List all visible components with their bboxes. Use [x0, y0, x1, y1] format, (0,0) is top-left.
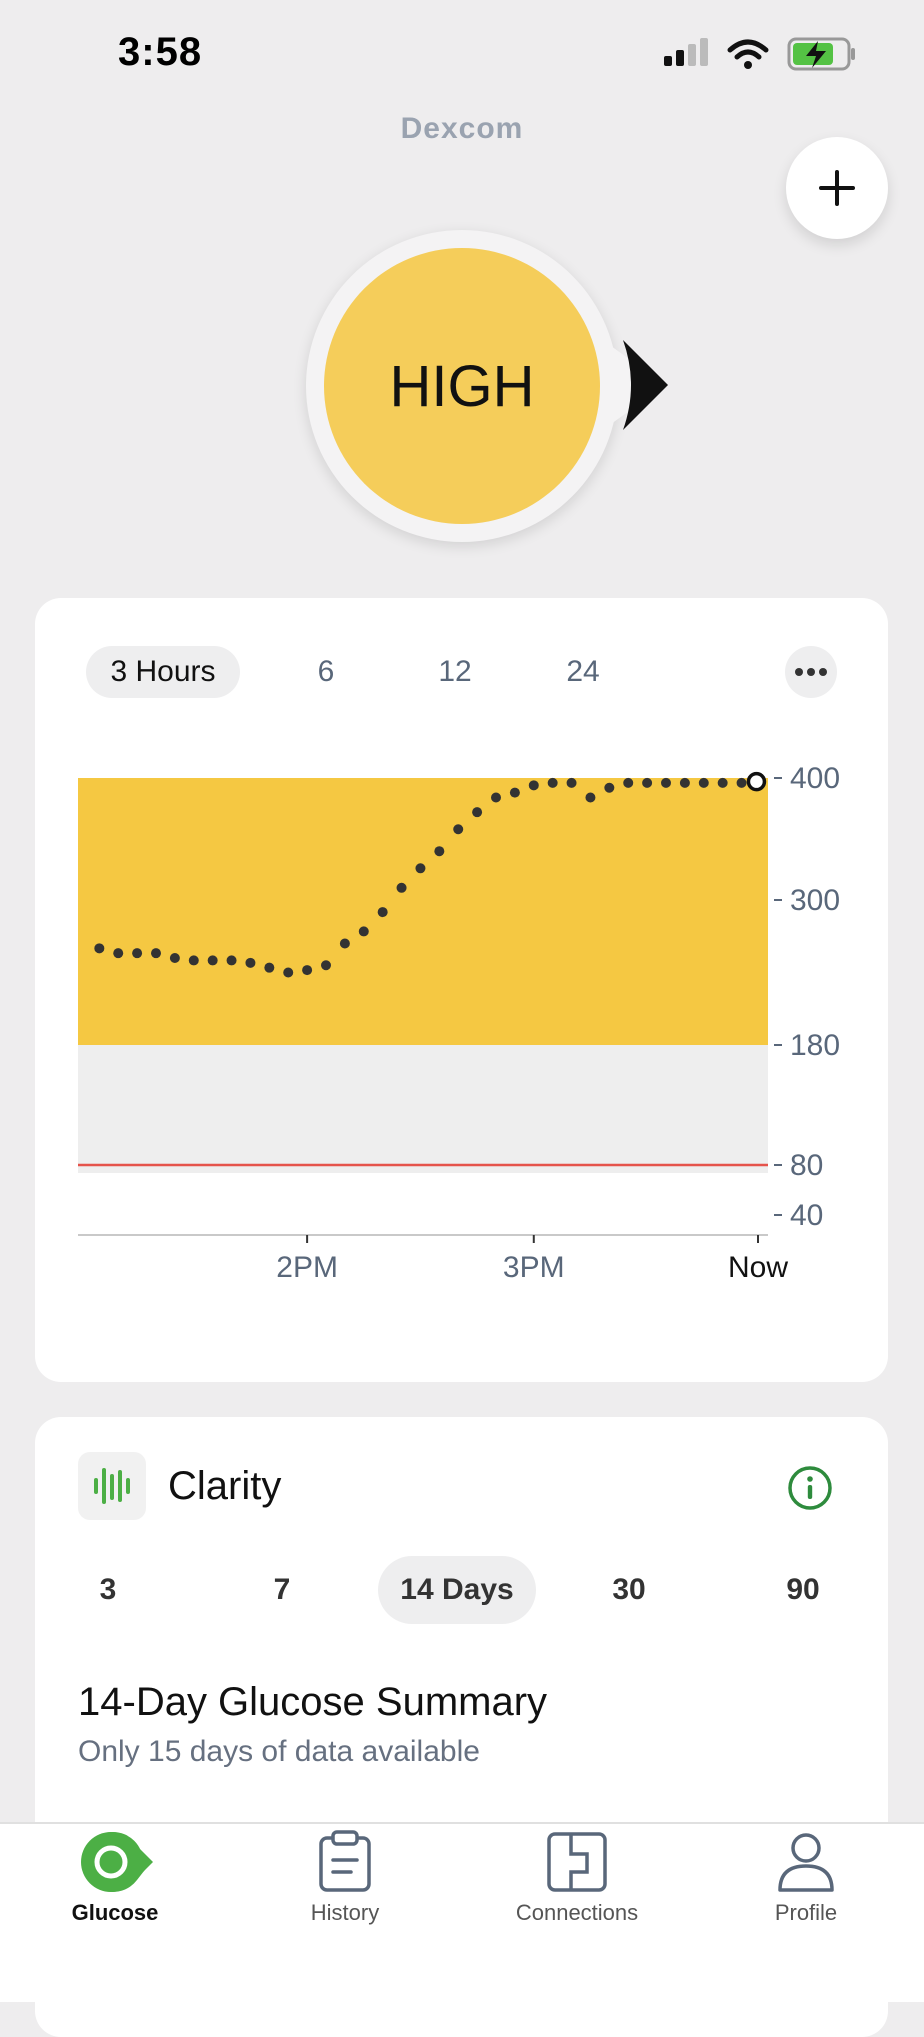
dexcom-logo: Dexcom: [400, 112, 524, 145]
status-icons: [664, 37, 855, 71]
glucose-point: [226, 955, 237, 966]
glucose-point: [321, 960, 331, 971]
nav-history-label: History: [310, 1900, 380, 1925]
info-icon[interactable]: [787, 1465, 833, 1511]
y-tick-label: 400: [790, 762, 840, 795]
ellipsis-icon: [795, 668, 827, 676]
x-tick-label: 3PM: [503, 1251, 565, 1284]
glucose-point: [377, 907, 388, 918]
summary-title: 14-Day Glucose Summary: [78, 1680, 548, 1724]
glucose-point: [396, 882, 407, 893]
target-range-band: [78, 1045, 768, 1173]
glucose-point: [547, 777, 558, 788]
current-glucose-point: [746, 771, 767, 792]
nav-profile[interactable]: Profile: [706, 1830, 906, 1926]
glucose-point: [736, 777, 747, 788]
glucose-reading: HIGH: [389, 353, 535, 419]
glucose-point: [717, 777, 728, 788]
connections-icon: [547, 1832, 607, 1892]
glucose-circle: HIGH: [324, 248, 600, 524]
more-options-button[interactable]: [785, 646, 837, 698]
glucose-point: [151, 948, 161, 959]
glucose-point: [434, 846, 445, 857]
glucose-point: [339, 938, 350, 949]
y-tick-label: 180: [790, 1029, 840, 1062]
day-tab-3[interactable]: 3: [99, 1573, 117, 1606]
glucose-point: [472, 807, 483, 818]
nav-glucose-label: Glucose: [71, 1900, 159, 1925]
high-range-band: [78, 778, 768, 1045]
tab-12-hours[interactable]: 12: [438, 655, 472, 688]
glucose-point: [302, 965, 313, 976]
day-tab-30[interactable]: 30: [612, 1573, 646, 1606]
glucose-point: [679, 777, 690, 788]
plus-icon: [819, 170, 855, 206]
clarity-title: Clarity: [168, 1464, 282, 1508]
tab-24-hours[interactable]: 24: [566, 655, 600, 688]
glucose-point: [566, 777, 577, 788]
glucose-point: [491, 792, 501, 803]
glucose-point: [623, 777, 634, 788]
y-tick-label: 300: [790, 884, 840, 917]
glucose-point: [264, 962, 275, 973]
glucose-point: [245, 957, 256, 968]
glucose-point: [415, 863, 426, 874]
clarity-app-icon: [78, 1452, 146, 1520]
day-tab-90[interactable]: 90: [786, 1573, 820, 1606]
glucose-point: [113, 948, 124, 959]
clipboard-icon: [319, 1830, 371, 1892]
day-tab-7[interactable]: 7: [273, 1573, 291, 1606]
trend-arrow-icon: [575, 320, 668, 450]
battery-icon: [787, 37, 855, 71]
summary-subtitle: Only 15 days of data available: [78, 1735, 480, 1768]
glucose-point: [642, 777, 653, 788]
nav-glucose[interactable]: Glucose: [15, 1830, 215, 1926]
glucose-point: [169, 953, 180, 963]
glucose-point: [188, 955, 199, 966]
nav-history[interactable]: History: [245, 1830, 445, 1926]
day-tab-14[interactable]: 14 Days: [378, 1556, 536, 1624]
status-time: 3:58: [118, 30, 203, 74]
glucose-point: [132, 948, 143, 959]
glucose-chart: 2PM 3PM Now 400 300 180 80 40: [78, 762, 840, 1284]
glucose-point: [661, 777, 671, 788]
glucose-point: [585, 792, 596, 803]
y-tick-label: 40: [790, 1199, 823, 1232]
glucose-point: [509, 787, 520, 798]
glucose-point: [698, 777, 709, 788]
glucose-point: [528, 780, 539, 791]
glucose-point: [604, 782, 615, 793]
nav-connections[interactable]: Connections: [477, 1830, 677, 1926]
tab-3-hours[interactable]: 3 Hours: [86, 646, 240, 698]
glucose-point: [207, 955, 218, 966]
glucose-icon: [81, 1832, 153, 1892]
add-event-button[interactable]: [786, 137, 888, 239]
wifi-icon: [727, 39, 769, 69]
nav-connections-label: Connections: [515, 1900, 639, 1925]
person-icon: [778, 1833, 834, 1892]
glucose-point: [283, 967, 294, 978]
tab-6-hours[interactable]: 6: [317, 655, 335, 688]
nav-profile-label: Profile: [774, 1900, 838, 1925]
bottom-navigation: [0, 1822, 924, 2002]
glucose-point: [453, 824, 464, 835]
glucose-point: [358, 926, 369, 937]
clarity-bars-icon: [94, 1468, 130, 1504]
y-tick-label: 80: [790, 1149, 823, 1182]
x-tick-label: Now: [728, 1251, 788, 1284]
x-tick-label: 2PM: [276, 1251, 338, 1284]
glucose-point: [94, 943, 105, 954]
signal-icon: [664, 38, 708, 66]
